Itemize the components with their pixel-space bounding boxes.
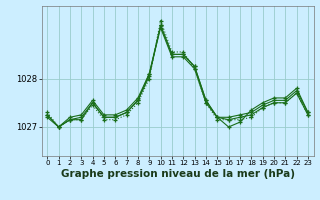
X-axis label: Graphe pression niveau de la mer (hPa): Graphe pression niveau de la mer (hPa) [60, 169, 295, 179]
